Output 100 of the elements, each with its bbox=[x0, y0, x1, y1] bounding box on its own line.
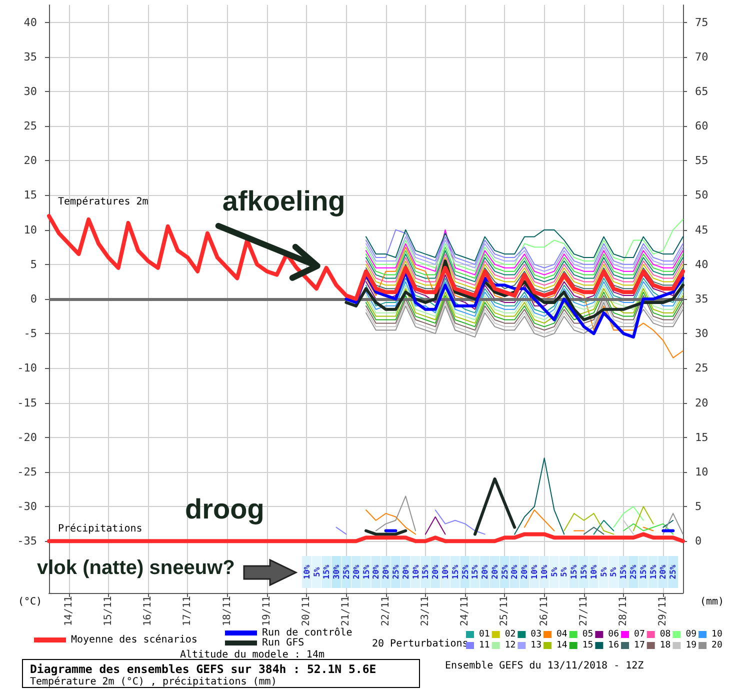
line-series bbox=[366, 218, 684, 272]
x-tick-label: 24/11 bbox=[460, 596, 471, 626]
y-tick-label: 20 bbox=[24, 154, 37, 168]
data-label: 25% bbox=[500, 564, 509, 580]
legend-label: Run de contrôle bbox=[262, 628, 352, 638]
x-tick-label: 22/11 bbox=[380, 596, 392, 626]
legend-label: 10 bbox=[712, 630, 722, 640]
x-tick-label: 18/11 bbox=[222, 596, 233, 626]
legend-label: 11 bbox=[479, 640, 490, 650]
annotation: Températures 2m bbox=[58, 196, 148, 208]
data-label: 15% bbox=[361, 564, 370, 580]
annotation: droog bbox=[185, 494, 264, 524]
data-label: 25% bbox=[391, 564, 400, 580]
x-tick-label: 28/11 bbox=[618, 596, 630, 626]
data-label: 10% bbox=[540, 564, 549, 580]
x-tick-label: 26/11 bbox=[538, 596, 550, 626]
y2-tick-label: 5 bbox=[695, 500, 702, 514]
x-tick-label: 25/11 bbox=[499, 596, 510, 626]
legend-label: 18 bbox=[660, 640, 671, 650]
data-label: 20% bbox=[371, 564, 380, 580]
legend-label: 01 bbox=[479, 630, 490, 640]
data-label: 15% bbox=[569, 564, 578, 580]
x-tick-label: 21/11 bbox=[340, 596, 352, 626]
data-label: 5% bbox=[549, 567, 558, 577]
line-series bbox=[366, 229, 684, 262]
legend-label: 20 bbox=[712, 640, 722, 650]
legend-label: 02 bbox=[504, 630, 516, 640]
legend-label: 14 bbox=[556, 640, 568, 650]
y2-tick-label: 25 bbox=[695, 362, 708, 375]
data-label: 25% bbox=[342, 564, 351, 580]
data-label: 15% bbox=[618, 564, 628, 580]
data-label: 20% bbox=[480, 564, 490, 580]
legend-label: Run GFS bbox=[262, 638, 304, 648]
legend-label: 12 bbox=[504, 640, 516, 650]
data-label: 15% bbox=[322, 564, 331, 580]
y-tick-label: 30 bbox=[24, 84, 37, 98]
y2-tick-label: 65 bbox=[695, 84, 708, 98]
y-tick-label: 5 bbox=[30, 258, 37, 271]
y2-tick-label: 40 bbox=[695, 258, 708, 271]
y2-tick-label: 75 bbox=[695, 16, 708, 29]
data-label: 15% bbox=[579, 564, 588, 580]
data-label: 15% bbox=[648, 564, 658, 580]
x-tick-label: 20/11 bbox=[301, 596, 312, 626]
data-label: 30% bbox=[332, 564, 341, 580]
y2-tick-label: 30 bbox=[695, 327, 708, 340]
legend-label: 07 bbox=[634, 630, 645, 640]
data-label: 20% bbox=[400, 564, 410, 580]
legend-label: 15 bbox=[582, 640, 594, 650]
text: Altitude du modele : 14m bbox=[180, 650, 324, 660]
y-tick-label: -35 bbox=[17, 534, 37, 548]
y-tick-label: -15 bbox=[17, 396, 37, 410]
data-label: 20% bbox=[520, 564, 529, 580]
line-series bbox=[613, 506, 644, 528]
y-tick-label: -20 bbox=[17, 430, 37, 444]
legend-label: 17 bbox=[634, 640, 645, 650]
x-tick-label: 14/11 bbox=[63, 596, 74, 626]
text: Diagramme des ensembles GEFS sur 384h : 52.1N 5.6E bbox=[30, 662, 376, 676]
data-label: 15% bbox=[450, 564, 460, 580]
annotation: Précipitations bbox=[58, 524, 142, 534]
y2-tick-label: 10 bbox=[695, 465, 708, 478]
legend-label: 06 bbox=[608, 630, 620, 640]
x-tick-label: 16/11 bbox=[142, 596, 154, 626]
legend-label: 03 bbox=[530, 630, 542, 640]
y-tick-label: -25 bbox=[17, 465, 37, 478]
y-tick-label: -5 bbox=[24, 327, 37, 340]
x-tick-label: 27/11 bbox=[578, 596, 590, 626]
data-label: 15% bbox=[420, 564, 430, 580]
data-label: 5% bbox=[312, 567, 321, 577]
line-series bbox=[366, 229, 684, 268]
y-tick-label: 10 bbox=[24, 223, 37, 236]
line-series bbox=[623, 523, 674, 535]
x-tick-label: 17/11 bbox=[182, 596, 194, 626]
data-label: 5% bbox=[598, 567, 608, 577]
data-label: 5% bbox=[559, 567, 568, 577]
legend-label: 08 bbox=[660, 630, 671, 640]
x-tick-label: 23/11 bbox=[420, 596, 431, 626]
legend-title: 20 Perturbations bbox=[372, 638, 468, 650]
data-label: 5% bbox=[608, 567, 618, 577]
legend-label: 16 bbox=[608, 640, 620, 650]
y2-tick-label: 20 bbox=[695, 396, 708, 410]
data-label: 10% bbox=[440, 564, 450, 580]
x-tick-label: 19/11 bbox=[261, 596, 272, 626]
legend-label: 05 bbox=[582, 630, 594, 640]
data-label: 10% bbox=[410, 564, 420, 580]
data-label: 10% bbox=[588, 564, 598, 580]
y2-tick-label: 45 bbox=[695, 223, 708, 236]
legend-label: 19 bbox=[686, 640, 697, 650]
x-tick-label: 15/11 bbox=[102, 596, 114, 626]
data-label: 20% bbox=[658, 564, 668, 580]
y-tick-label: -30 bbox=[17, 500, 37, 514]
y-tick-label: 40 bbox=[24, 16, 37, 29]
x-tick-label: 29/11 bbox=[658, 596, 669, 626]
y2-tick-label: 15 bbox=[695, 430, 708, 444]
y2-axis-title: (mm) bbox=[700, 596, 724, 608]
line-series bbox=[366, 229, 684, 276]
data-label: 20% bbox=[490, 564, 500, 580]
text: Ensemble GEFS du 13/11/2018 - 12Z bbox=[445, 660, 644, 672]
y2-tick-label: 50 bbox=[695, 188, 708, 202]
data-label: 25% bbox=[628, 564, 638, 580]
legend-label: 09 bbox=[686, 630, 697, 640]
